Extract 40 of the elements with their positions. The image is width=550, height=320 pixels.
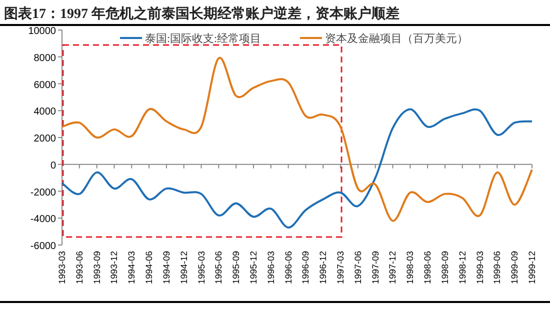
y-tick-label: -6000 bbox=[30, 241, 56, 252]
x-tick-label: 1999-06 bbox=[492, 251, 502, 284]
x-tick-label: 1993-12 bbox=[109, 251, 120, 284]
x-tick-label: 1995-03 bbox=[196, 251, 206, 284]
x-tick-label: 1995-12 bbox=[248, 251, 258, 284]
x-tick-label: 1997-09 bbox=[370, 251, 380, 284]
x-tick-label: 1998-09 bbox=[440, 251, 450, 284]
y-tick-label: 8000 bbox=[34, 52, 56, 64]
x-tick-label: 1999-03 bbox=[474, 251, 485, 284]
x-tick-label: 1998-03 bbox=[405, 251, 416, 284]
y-tick-label: 10000 bbox=[28, 26, 56, 37]
y-tick-label: -2000 bbox=[30, 187, 56, 198]
x-tick-label: 1994-12 bbox=[178, 251, 189, 284]
y-tick-label: 0 bbox=[50, 160, 56, 172]
x-tick-label: 1996-09 bbox=[300, 251, 311, 284]
x-tick-label: 1995-06 bbox=[214, 251, 224, 284]
x-tick-label: 1994-03 bbox=[126, 251, 137, 284]
y-tick-label: 2000 bbox=[34, 134, 56, 144]
x-tick-label: 1998-06 bbox=[422, 251, 433, 284]
x-tick-label: 1993-03 bbox=[57, 251, 67, 284]
x-tick-label: 1997-03 bbox=[336, 251, 346, 284]
y-tick-label: 6000 bbox=[34, 80, 56, 91]
y-tick-label: -4000 bbox=[30, 214, 56, 226]
x-tick-label: 1993-09 bbox=[92, 251, 102, 284]
chart-title: 图表17：1997 年危机之前泰国长期经常账户逆差，资本账户顺差 bbox=[4, 5, 400, 22]
x-tick-label: 1994-09 bbox=[161, 251, 172, 284]
x-tick-label: 1997-12 bbox=[388, 251, 398, 284]
x-tick-label: 1995-09 bbox=[231, 251, 242, 284]
x-tick-label: 1996-03 bbox=[266, 251, 276, 284]
x-tick-label: 1994-06 bbox=[144, 251, 154, 284]
x-tick-label: 1998-12 bbox=[457, 251, 468, 284]
x-tick-label: 1993-06 bbox=[74, 251, 84, 284]
x-tick-label: 1999-09 bbox=[510, 251, 520, 284]
x-tick-label: 1996-12 bbox=[318, 251, 328, 284]
legend-label: 泰国:国际收支:经常项目 bbox=[145, 32, 262, 45]
y-tick-label: 4000 bbox=[34, 106, 56, 118]
legend-label: 资本及金融项目（百万美元） bbox=[325, 32, 468, 45]
x-tick-label: 1997-06 bbox=[352, 251, 363, 284]
x-tick-label: 1999-12 bbox=[527, 251, 537, 284]
x-tick-label: 1996-06 bbox=[283, 251, 294, 284]
